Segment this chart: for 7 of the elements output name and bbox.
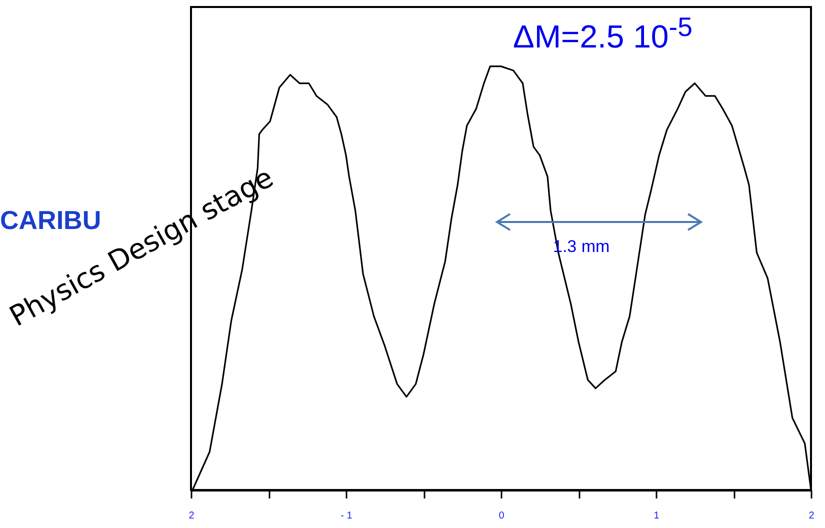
x-tick-label: - 1 <box>340 510 353 522</box>
x-tick-label: 1 <box>654 510 660 522</box>
text: CARIBU <box>0 205 102 236</box>
x-tick-label: 0 <box>498 510 505 522</box>
x-tick-label: 2 <box>188 510 195 522</box>
x-tick-label: 2 <box>808 510 815 522</box>
text: ΔM=2.5 10$^{-5}$ <box>513 12 692 56</box>
